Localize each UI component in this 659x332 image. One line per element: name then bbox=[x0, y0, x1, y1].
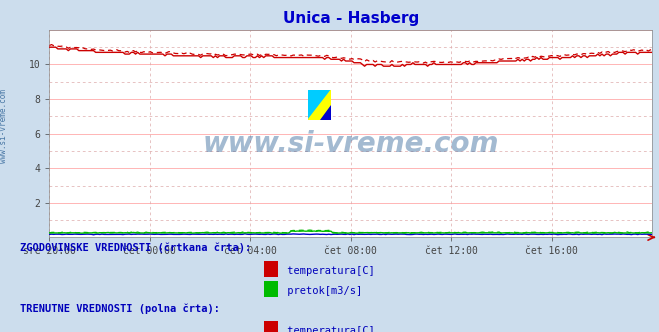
Title: Unica - Hasberg: Unica - Hasberg bbox=[283, 11, 419, 26]
Polygon shape bbox=[308, 90, 331, 120]
Text: temperatura[C]: temperatura[C] bbox=[281, 326, 375, 332]
Bar bbox=[320, 105, 331, 120]
Text: www.si-vreme.com: www.si-vreme.com bbox=[203, 130, 499, 158]
Polygon shape bbox=[308, 90, 331, 120]
Bar bbox=[308, 90, 320, 105]
Text: temperatura[C]: temperatura[C] bbox=[281, 266, 375, 276]
Polygon shape bbox=[320, 105, 331, 120]
Bar bbox=[320, 90, 331, 105]
Text: www.si-vreme.com: www.si-vreme.com bbox=[0, 89, 8, 163]
Text: TRENUTNE VREDNOSTI (polna črta):: TRENUTNE VREDNOSTI (polna črta): bbox=[20, 303, 219, 314]
Text: ZGODOVINSKE VREDNOSTI (črtkana črta):: ZGODOVINSKE VREDNOSTI (črtkana črta): bbox=[20, 242, 251, 253]
Text: pretok[m3/s]: pretok[m3/s] bbox=[281, 286, 362, 296]
